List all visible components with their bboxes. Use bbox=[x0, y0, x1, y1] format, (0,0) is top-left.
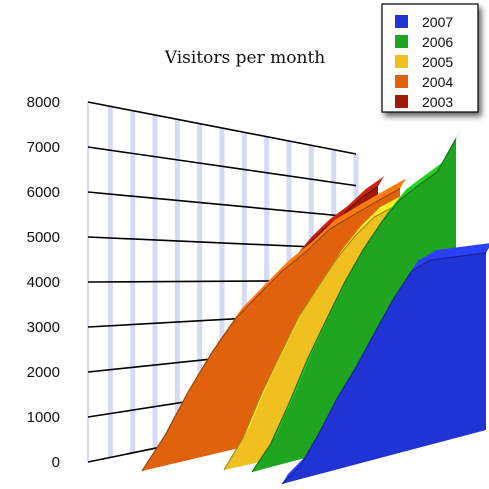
line-2006 bbox=[251, 138, 457, 473]
series-2007 bbox=[281, 243, 489, 485]
y-axis: 0 1000 2000 3000 4000 5000 6000 7000 8000 bbox=[27, 94, 60, 471]
y-tick-label: 4000 bbox=[27, 274, 60, 291]
chart-title: Visitors per month bbox=[164, 48, 326, 68]
grid-line-horizontal bbox=[87, 101, 357, 155]
legend: 2007 2006 2005 2004 2003 bbox=[381, 3, 479, 113]
y-tick-label: 3000 bbox=[27, 319, 60, 336]
legend-label-2004: 2004 bbox=[422, 74, 453, 90]
plot-area bbox=[141, 128, 489, 485]
y-tick-label: 1000 bbox=[27, 409, 60, 426]
legend-label-2005: 2005 bbox=[422, 54, 453, 70]
y-tick-label: 2000 bbox=[27, 364, 60, 381]
legend-swatch-2004 bbox=[395, 75, 408, 88]
y-tick-label: 6000 bbox=[27, 184, 60, 201]
legend-swatch-2003 bbox=[395, 95, 408, 108]
grid-line-horizontal bbox=[87, 191, 357, 219]
legend-label-2007: 2007 bbox=[422, 14, 453, 30]
legend-label-2006: 2006 bbox=[422, 34, 453, 50]
ridge-2007 bbox=[282, 243, 489, 484]
y-tick-label: 7000 bbox=[27, 139, 60, 156]
y-tick-label: 8000 bbox=[27, 94, 60, 111]
y-tick-label: 5000 bbox=[27, 229, 60, 246]
legend-label-2003: 2003 bbox=[422, 94, 453, 110]
legend-swatch-2005 bbox=[395, 55, 408, 68]
grid-line-horizontal bbox=[87, 146, 357, 187]
y-tick-label: 0 bbox=[52, 454, 60, 471]
legend-swatch-2007 bbox=[395, 15, 408, 28]
legend-swatch-2006 bbox=[395, 35, 408, 48]
area-2007 bbox=[282, 252, 486, 484]
line-2004 bbox=[141, 187, 401, 472]
line-2007 bbox=[281, 252, 487, 485]
